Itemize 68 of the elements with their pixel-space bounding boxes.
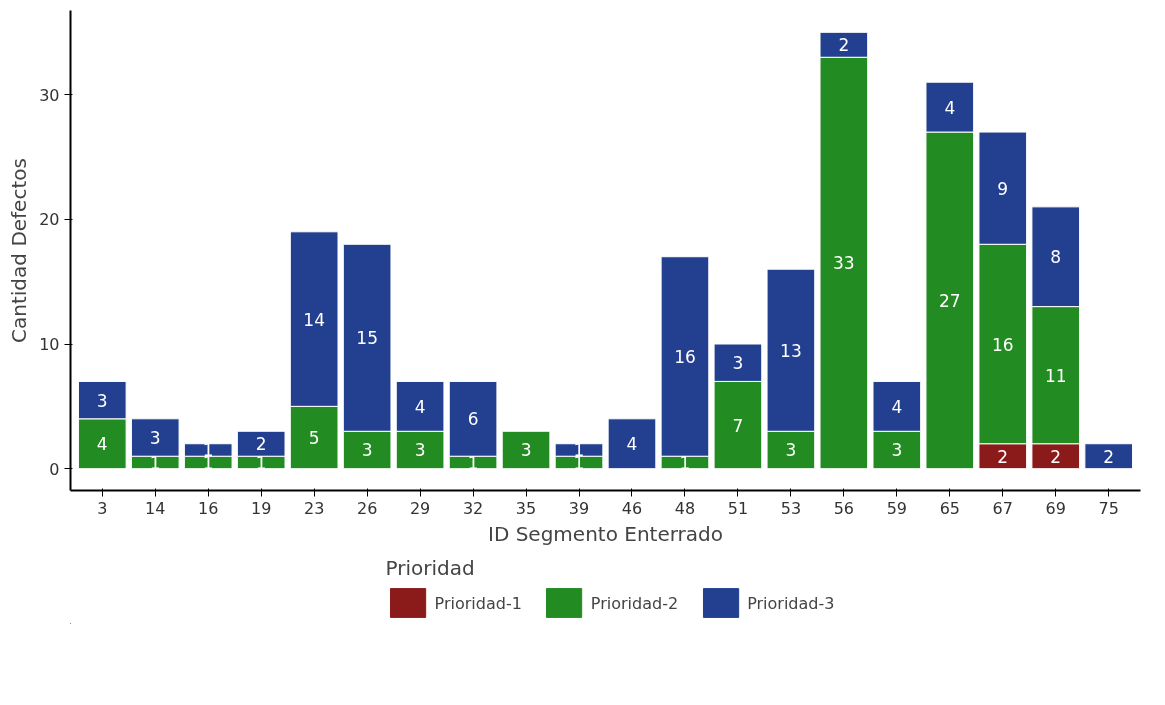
y-tick-label: 0	[49, 459, 60, 479]
data-label: 2	[255, 434, 267, 455]
x-tick-label: 23	[303, 498, 325, 518]
data-label: 4	[944, 97, 956, 118]
legend-label: Prioridad-1	[434, 593, 522, 612]
data-label: 1	[679, 452, 691, 473]
bar	[501, 430, 551, 470]
data-label: 14	[303, 309, 325, 330]
x-tick-label: 51	[727, 498, 749, 518]
data-label: 1	[467, 452, 479, 473]
data-label: 1	[255, 452, 267, 473]
y-tick-label: 30	[39, 85, 60, 105]
data-label: 3	[520, 440, 532, 461]
data-label: 6	[467, 409, 479, 430]
x-tick-label: 14	[145, 498, 166, 518]
x-tick-label: 32	[462, 498, 484, 518]
data-label: 3	[361, 440, 373, 461]
legend-title: Prioridad	[385, 555, 476, 580]
data-label: 27	[938, 290, 961, 311]
y-axis-title: Cantidad Defectos	[7, 158, 32, 343]
y-tick-label: 10	[39, 335, 60, 355]
data-label: 13	[780, 340, 802, 361]
x-tick-label: 53	[780, 498, 802, 518]
x-tick-label: 65	[939, 498, 960, 518]
data-label: 33	[833, 253, 855, 274]
legend-label: Prioridad-2	[590, 593, 679, 612]
x-tick-label: 75	[1098, 498, 1119, 518]
data-label: 7	[732, 415, 744, 436]
x-tick-label: 3	[97, 498, 108, 518]
x-tick-label: 46	[621, 498, 643, 518]
x-tick-label: 19	[251, 498, 272, 518]
data-label: 3	[149, 428, 161, 449]
data-label: 2	[997, 446, 1009, 467]
x-tick-label: 48	[674, 498, 696, 518]
x-axis-title: ID Segmento Enterrado	[488, 521, 723, 546]
data-label: 9	[997, 178, 1009, 199]
x-tick-label: 67	[992, 498, 1013, 518]
x-tick-label: 26	[356, 498, 378, 518]
x-tick-label: 35	[515, 498, 537, 518]
y-tick-label: 20	[39, 210, 60, 230]
x-tick-label: 16	[198, 498, 219, 518]
data-label: 1	[149, 452, 161, 473]
data-label: 3	[891, 440, 903, 461]
data-label: 11	[1044, 365, 1067, 386]
data-label: 4	[891, 396, 903, 417]
bar	[1084, 443, 1134, 470]
legend-label: Prioridad-3	[747, 593, 835, 612]
data-label: 4	[414, 396, 426, 417]
data-label: 16	[674, 346, 696, 367]
data-label: 4	[626, 434, 638, 455]
data-label: 2	[1050, 446, 1062, 467]
data-label: 5	[308, 428, 320, 449]
data-label: 16	[991, 334, 1014, 355]
data-label: 3	[732, 353, 744, 374]
x-tick-label: 69	[1045, 498, 1066, 518]
data-label: 3	[414, 440, 426, 461]
data-label: 2	[838, 35, 850, 56]
data-label: 3	[785, 440, 797, 461]
data-label: 3	[96, 390, 108, 411]
data-label: 8	[1050, 247, 1062, 268]
x-tick-label: 29	[409, 498, 431, 518]
bar	[607, 418, 657, 470]
data-label: 2	[1103, 446, 1115, 467]
data-label: 15	[356, 328, 378, 349]
x-tick-label: 56	[833, 498, 855, 518]
data-label: 4	[96, 434, 108, 455]
x-tick-label: 59	[886, 498, 908, 518]
x-tick-label: 39	[568, 498, 590, 518]
